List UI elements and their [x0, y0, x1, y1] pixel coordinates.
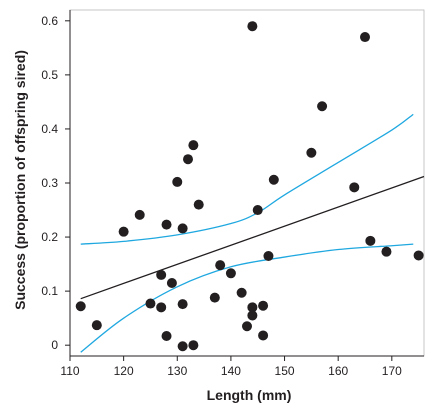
y-tick-label: 0.5 [41, 68, 58, 82]
data-point [247, 310, 258, 321]
data-point [177, 341, 188, 352]
data-point [188, 340, 199, 351]
regression-line [80, 175, 425, 300]
data-point [91, 320, 102, 331]
data-point [145, 298, 156, 309]
data-point [258, 300, 269, 311]
data-point [172, 176, 183, 187]
data-point [413, 250, 424, 261]
data-point [349, 182, 360, 193]
x-tick-label: 150 [275, 364, 295, 378]
data-point [247, 302, 258, 313]
confidence-lower-curve [80, 243, 414, 353]
confidence-upper-curve [80, 113, 414, 245]
x-tick-label: 140 [221, 364, 241, 378]
y-axis-label: Success (proportion of offspring sired) [12, 50, 28, 310]
plot-frame [69, 9, 425, 357]
x-tick-label: 160 [328, 364, 348, 378]
data-point [177, 299, 188, 310]
data-point [247, 21, 258, 32]
data-point [236, 287, 247, 298]
y-tick-label: 0 [51, 338, 58, 352]
plot-border [69, 9, 425, 357]
data-points [75, 21, 424, 352]
data-point [215, 260, 226, 271]
y-tick-label: 0.6 [41, 14, 58, 28]
x-tick-label: 170 [382, 364, 402, 378]
data-point [134, 209, 145, 220]
data-point [161, 330, 172, 341]
y-tick-label: 0.4 [41, 122, 58, 136]
data-point [258, 330, 269, 341]
x-tick-label: 120 [114, 364, 134, 378]
data-point [263, 250, 274, 261]
y-tick-label: 0.3 [41, 176, 58, 190]
data-point [306, 147, 317, 158]
data-point [268, 174, 279, 185]
data-point [365, 235, 376, 246]
data-point [118, 226, 129, 237]
data-point [381, 246, 392, 257]
y-axis-ticks: 0 0.1 0.2 0.3 0.4 0.5 0.6 [41, 14, 70, 352]
y-tick-label: 0.2 [41, 230, 58, 244]
data-point [193, 199, 204, 210]
data-point [242, 321, 252, 332]
data-point [252, 205, 263, 216]
x-axis-label: Length (mm) [207, 387, 292, 403]
data-point [360, 32, 370, 43]
data-point [166, 278, 177, 289]
data-point [177, 223, 188, 234]
x-tick-label: 110 [60, 364, 79, 378]
data-point [183, 154, 193, 165]
x-tick-label: 130 [167, 364, 187, 378]
data-point [209, 292, 220, 303]
data-point [225, 268, 236, 279]
data-point [161, 219, 172, 230]
data-point [156, 269, 167, 280]
x-axis-ticks: 110 120 130 140 150 160 170 [60, 356, 402, 378]
y-tick-label: 0.1 [41, 284, 58, 298]
data-point [317, 101, 328, 112]
data-point [75, 301, 86, 312]
data-point [156, 302, 167, 313]
data-point [188, 140, 199, 151]
